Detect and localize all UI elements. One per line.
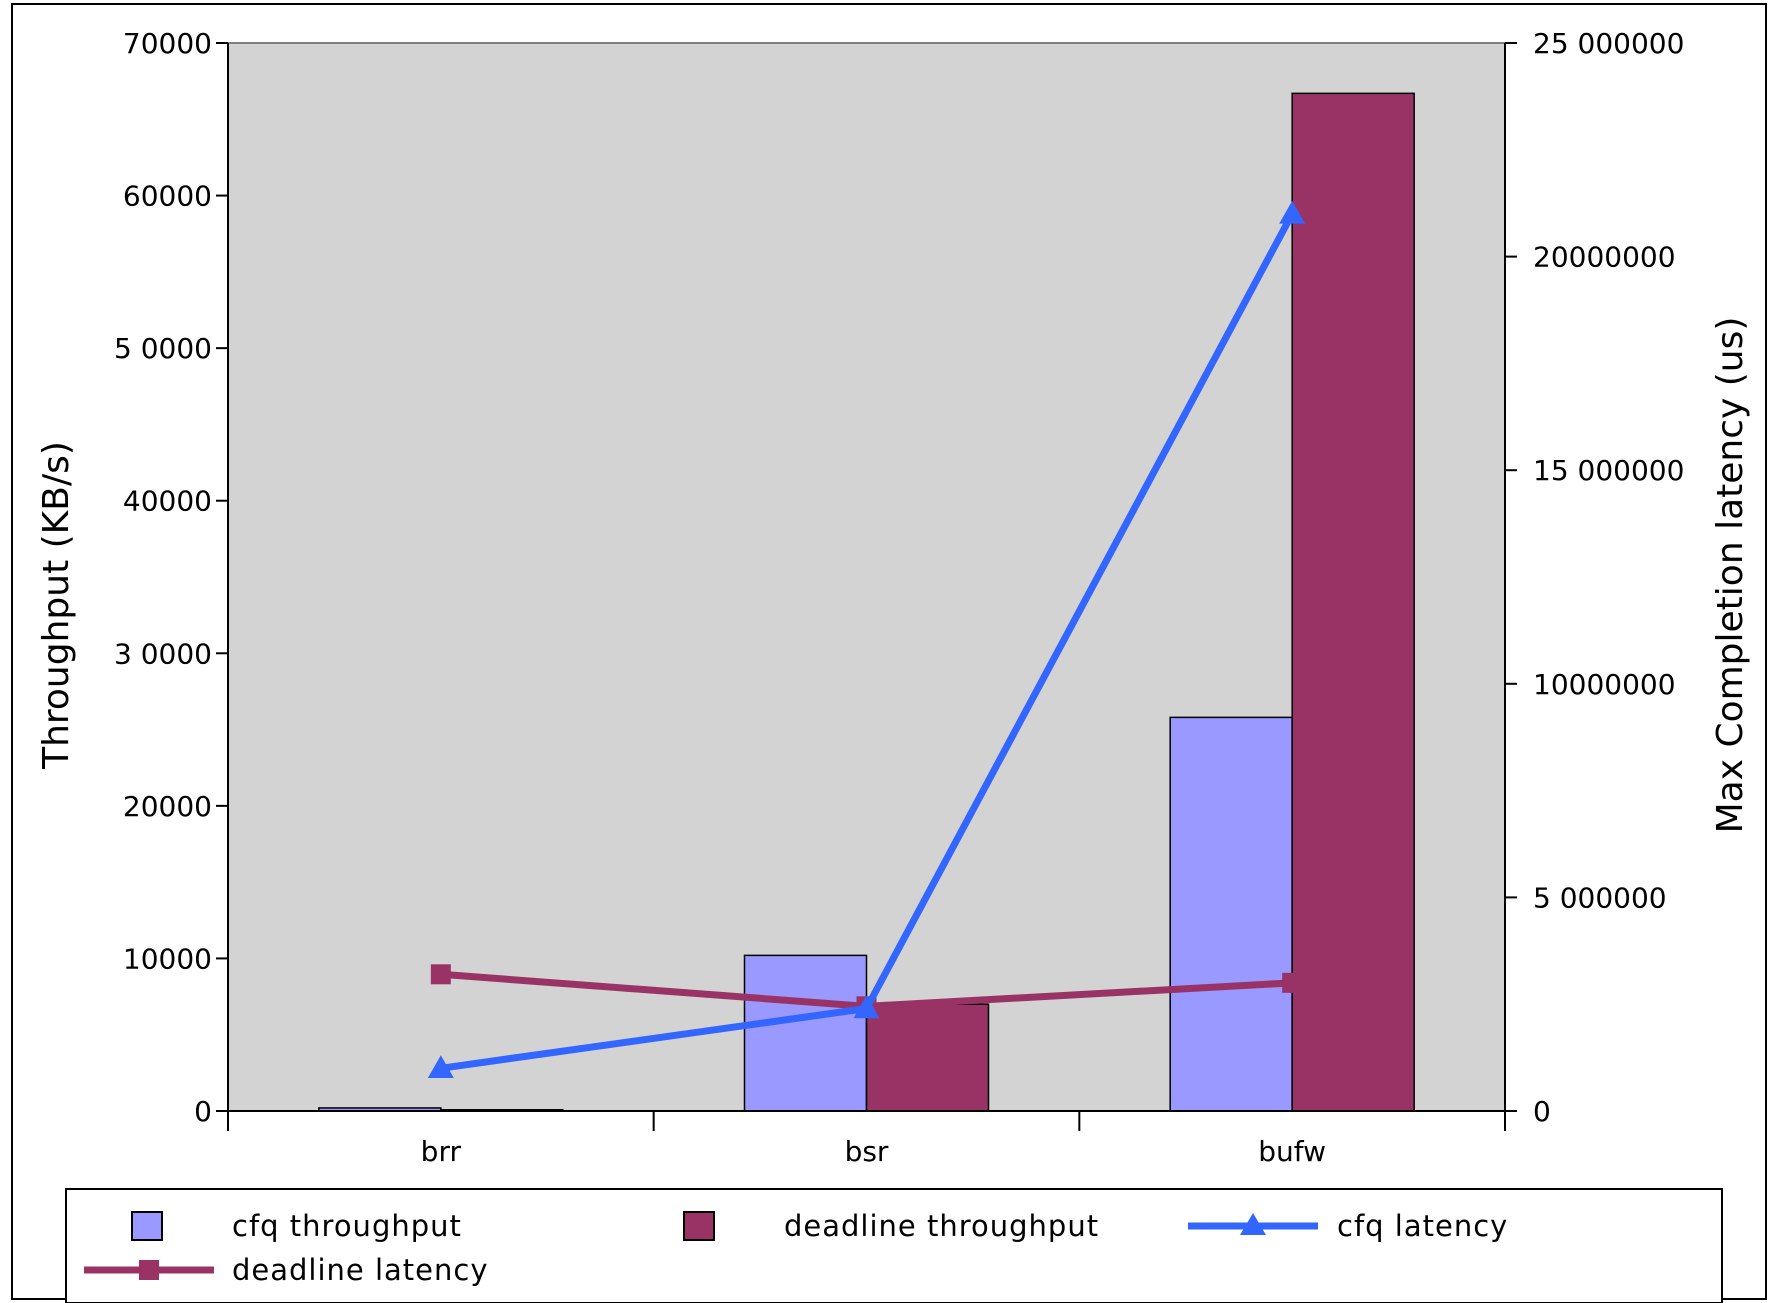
legend-label-cfq-throughput: cfq throughput	[232, 1209, 462, 1243]
legend-swatch-cfq-throughput	[131, 1211, 163, 1241]
bar-deadline-throughput-bsr	[865, 1003, 990, 1112]
right-axis-ticks: 0 5 000000 10000000 15 000000 20000000 25 000…	[1505, 27, 1684, 1128]
bar-cfq-throughput-bsr	[743, 954, 868, 1112]
bars-layer	[318, 92, 1415, 1112]
left-tick-label: 40000	[123, 485, 212, 518]
category-label: bsr	[845, 1135, 889, 1168]
right-tick-label: 5 000000	[1533, 881, 1667, 914]
right-tick-label: 15 000000	[1533, 454, 1684, 487]
left-tick-label: 0	[194, 1095, 212, 1128]
y-axis-title-right: Max Completion latency (us)	[1710, 317, 1751, 834]
left-tick-label: 10000	[123, 942, 212, 975]
axes-layer	[227, 43, 1506, 1112]
right-tick-label: 20000000	[1533, 241, 1676, 274]
category-axis: brr bsr bufw	[227, 1111, 1506, 1168]
left-tick-label: 3 0000	[114, 637, 212, 670]
legend-label-deadline-latency: deadline latency	[232, 1253, 489, 1287]
left-tick-label: 70000	[123, 27, 212, 60]
legend-marker-deadline-latency	[139, 1260, 159, 1280]
left-axis-ticks: 0 10000 20000 3 0000 40000 5 0000 60000 70000	[114, 27, 228, 1128]
marker-cfq-latency-brr	[427, 1055, 454, 1079]
legend-label-deadline-throughput: deadline throughput	[784, 1209, 1099, 1243]
right-tick-label: 10000000	[1533, 668, 1676, 701]
legend-label-cfq-latency: cfq latency	[1337, 1209, 1508, 1243]
bar-cfq-throughput-bufw	[1169, 716, 1293, 1112]
marker-deadline-latency-bufw	[1282, 972, 1303, 993]
legend-marker-cfq-latency	[1240, 1213, 1266, 1235]
category-label: brr	[421, 1135, 462, 1168]
left-tick-label: 20000	[123, 790, 212, 823]
right-tick-label: 0	[1533, 1095, 1551, 1128]
category-label: bufw	[1258, 1135, 1326, 1168]
right-tick-label: 25 000000	[1533, 27, 1684, 60]
marker-cfq-latency-bsr	[853, 995, 880, 1019]
left-tick-label: 5 0000	[114, 332, 212, 365]
legend: cfq throughput deadline throughput cfq lat…	[84, 1209, 1508, 1287]
left-tick-label: 60000	[123, 180, 212, 213]
marker-cfq-latency-bufw	[1279, 200, 1306, 224]
y-axis-title-left: Throughput (KB/s)	[36, 441, 77, 770]
legend-swatch-deadline-throughput	[683, 1211, 715, 1241]
bar-deadline-throughput-bufw	[1291, 92, 1415, 1112]
legend-box	[65, 1188, 1723, 1303]
marker-deadline-latency-brr	[430, 964, 451, 985]
lines-layer	[427, 200, 1306, 1079]
